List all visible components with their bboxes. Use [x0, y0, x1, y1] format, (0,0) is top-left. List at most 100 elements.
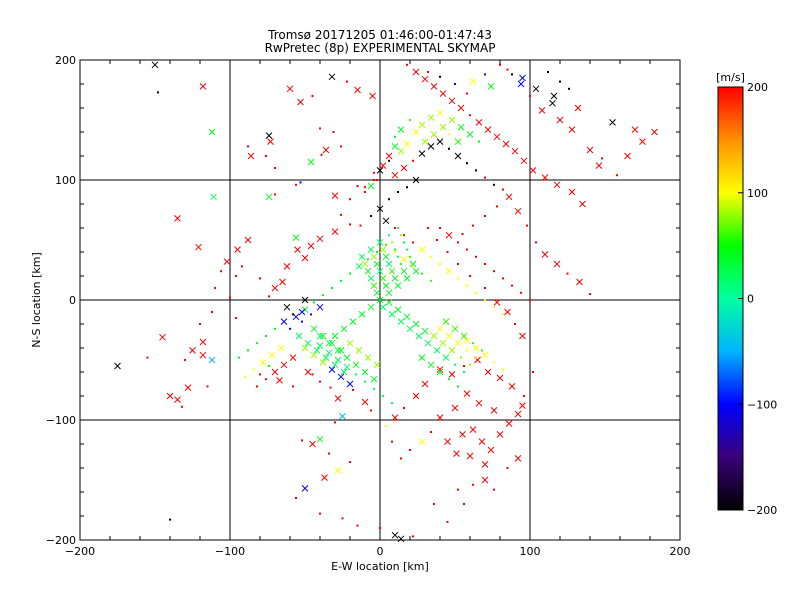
- data-point-cross: [379, 275, 387, 282]
- data-point-cross: [316, 332, 324, 340]
- data-point-cross: [334, 347, 342, 354]
- data-point-dot: [409, 255, 411, 258]
- cross-stroke: [412, 128, 420, 136]
- data-point-dot: [376, 251, 378, 253]
- cross-stroke: [520, 157, 528, 165]
- data-point-cross: [343, 354, 351, 361]
- data-point-dot: [340, 213, 342, 216]
- y-tick-label: 200: [55, 54, 76, 67]
- cross-stroke: [484, 368, 492, 376]
- data-point-cross: [358, 311, 366, 318]
- cross-stroke: [247, 152, 255, 160]
- cross-stroke: [448, 97, 456, 105]
- cross-stroke: [403, 140, 411, 148]
- cross-stroke: [463, 337, 471, 345]
- data-point-cross: [367, 303, 375, 311]
- cross-stroke: [481, 461, 489, 468]
- cross-stroke: [469, 78, 477, 85]
- y-tick-label: 100: [55, 174, 76, 187]
- y-axis-label: N-S location [km]: [30, 252, 43, 348]
- data-point-dot: [355, 373, 357, 376]
- data-point-cross: [427, 361, 435, 369]
- data-point-dot: [299, 181, 302, 184]
- cross-stroke: [505, 193, 513, 201]
- cross-stroke: [283, 263, 291, 270]
- data-point-cross: [439, 339, 447, 347]
- data-point-dot: [391, 440, 393, 443]
- cross-stroke: [541, 251, 549, 258]
- cross-stroke: [331, 192, 339, 199]
- cross-stroke: [397, 147, 405, 155]
- cross-stroke: [174, 396, 181, 403]
- data-point-cross: [400, 255, 408, 263]
- data-point-cross: [265, 132, 273, 139]
- data-point-dot: [568, 87, 570, 90]
- cross-stroke: [448, 116, 456, 124]
- data-point-cross: [496, 431, 504, 438]
- cross-stroke: [574, 104, 582, 112]
- data-point-dot: [472, 342, 474, 345]
- cross-stroke: [391, 275, 399, 282]
- data-point-dot: [349, 272, 351, 275]
- cross-stroke: [412, 68, 420, 76]
- cross-stroke: [466, 131, 474, 138]
- data-point-cross: [436, 109, 444, 117]
- data-point-dot: [493, 270, 495, 273]
- data-point-dot: [461, 233, 464, 235]
- data-point-dot: [320, 153, 323, 156]
- data-point-cross: [355, 263, 363, 270]
- cross-stroke: [505, 420, 513, 427]
- data-point-dot: [295, 183, 297, 186]
- data-point-cross: [271, 368, 279, 376]
- cross-stroke: [208, 128, 216, 136]
- data-point-cross: [448, 116, 456, 124]
- cross-stroke: [328, 73, 336, 81]
- data-point-cross: [609, 119, 616, 126]
- data-point-cross: [444, 438, 451, 445]
- cross-stroke: [418, 246, 426, 253]
- data-point-cross: [631, 126, 639, 133]
- cross-stroke: [292, 313, 300, 321]
- data-point-cross: [514, 207, 522, 215]
- data-point-cross: [418, 246, 426, 253]
- data-point-dot: [475, 255, 477, 258]
- cross-stroke: [430, 332, 438, 340]
- data-point-dot: [259, 373, 261, 376]
- cross-stroke: [340, 368, 348, 376]
- cross-stroke: [400, 267, 408, 275]
- data-point-cross: [364, 354, 372, 361]
- data-point-dot: [313, 301, 315, 304]
- data-point-dot: [430, 431, 432, 433]
- data-point-cross: [397, 126, 405, 133]
- data-point-cross: [466, 452, 474, 460]
- data-point-cross: [427, 114, 435, 121]
- data-point-cross: [361, 260, 369, 268]
- cross-stroke: [412, 176, 420, 184]
- data-point-dot: [421, 272, 423, 275]
- data-point-dot: [328, 452, 330, 455]
- data-point-dot: [403, 241, 405, 244]
- data-point-dot: [446, 521, 449, 523]
- data-point-cross: [297, 98, 304, 106]
- data-point-cross: [334, 356, 342, 364]
- cross-stroke: [364, 267, 372, 275]
- cross-stroke: [297, 98, 304, 106]
- cross-stroke: [511, 147, 519, 155]
- data-point-dot: [457, 385, 459, 388]
- data-point-cross: [234, 246, 241, 253]
- data-point-cross: [309, 440, 316, 448]
- data-point-cross: [514, 410, 522, 418]
- cross-stroke: [328, 366, 336, 373]
- data-point-cross: [376, 296, 384, 304]
- cross-stroke: [448, 371, 456, 378]
- data-point-cross: [484, 126, 492, 133]
- cross-stroke: [568, 126, 576, 133]
- data-point-cross: [487, 446, 495, 454]
- data-point-cross: [391, 171, 399, 179]
- cross-stroke: [397, 535, 405, 543]
- cross-stroke: [189, 347, 196, 354]
- cross-stroke: [586, 146, 594, 154]
- data-point-cross: [388, 267, 396, 275]
- data-point-dot: [484, 263, 486, 265]
- data-point-cross: [430, 131, 438, 138]
